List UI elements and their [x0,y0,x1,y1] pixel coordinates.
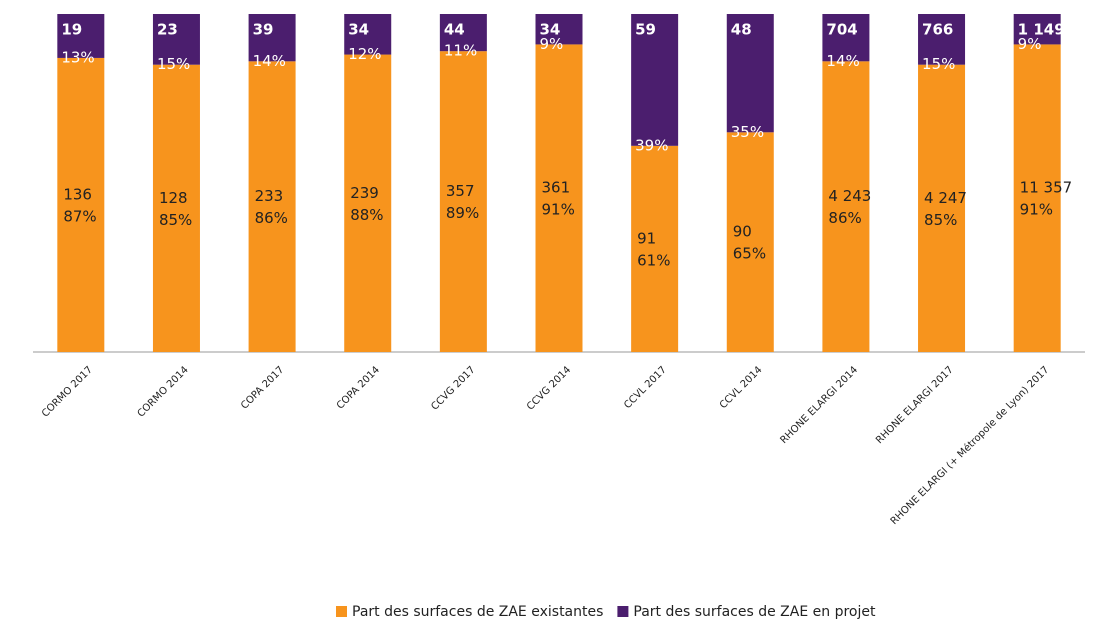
legend-label: Part des surfaces de ZAE existantes [352,604,603,620]
value-label: 85% [159,211,192,229]
bar-segment [822,14,870,62]
value-label: 15% [922,55,955,73]
bar-segment [248,61,296,352]
bar-segment [726,132,774,352]
bar-segment [152,14,200,65]
x-tick-label: COPA 2014 [335,364,382,411]
bar-segment [57,57,105,352]
count-label: 704 [826,21,857,39]
value-label: 86% [828,209,861,227]
count-label: 34 [540,21,561,39]
legend-swatch [336,606,347,617]
bar-segment [248,14,296,62]
value-label: 91% [542,201,575,219]
x-tick-label: CCVG 2017 [429,364,477,412]
value-label: 35% [731,123,764,141]
count-label: 23 [157,21,178,39]
bar-segment [439,51,487,353]
count-label: 233 [255,187,284,205]
bar-segment [822,61,870,352]
count-label: 128 [159,189,188,207]
value-label: 9% [540,35,564,53]
count-label: 136 [63,185,92,203]
x-tick-label: CCVL 2014 [718,364,765,411]
value-label: 13% [61,48,94,66]
value-label: 61% [637,251,670,269]
count-label: 4 247 [924,189,967,207]
x-tick-label: COPA 2017 [239,364,286,411]
count-label: 39 [253,21,274,39]
x-tick-label: RHONE ELARGI (+ Métropole de Lyon) 2017 [888,364,1051,527]
count-label: 361 [542,179,571,197]
value-label: 9% [1018,35,1042,53]
value-label: 85% [924,211,957,229]
x-tick-label: CCVL 2017 [622,364,669,411]
count-label: 357 [446,182,475,200]
value-label: 12% [348,45,381,63]
count-label: 91 [637,229,656,247]
count-label: 34 [348,21,369,39]
count-label: 44 [444,21,465,39]
count-label: 90 [733,223,752,241]
value-label: 89% [446,204,479,222]
x-tick-label: CCVG 2014 [525,364,573,412]
value-label: 39% [635,136,668,154]
bar-segment [726,14,774,133]
count-label: 1 149 [1018,21,1065,39]
x-tick-label: CORMO 2014 [136,364,191,419]
value-label: 88% [350,206,383,224]
count-label: 19 [61,21,82,39]
bar-segment [344,14,392,55]
count-label: 4 243 [828,187,871,205]
bar-segment [535,14,583,45]
bar-segment [631,145,679,352]
bar-segment [631,14,679,146]
count-label: 766 [922,21,953,39]
count-label: 11 357 [1020,179,1073,197]
bar-segment [535,44,583,353]
value-label: 14% [826,52,859,70]
count-label: 48 [731,21,752,39]
bar-segment [918,14,966,65]
legend-label: Part des surfaces de ZAE en projet [633,604,876,620]
value-label: 86% [255,209,288,227]
value-label: 65% [733,245,766,263]
value-label: 91% [1020,201,1053,219]
x-tick-label: RHONE ELARGI 2017 [874,364,956,446]
bar-segment [152,64,200,352]
x-tick-label: CORMO 2017 [40,364,95,419]
value-label: 87% [63,207,96,225]
bar-segment [439,14,487,52]
bar-segment [57,14,105,58]
bar-segment [1013,14,1061,45]
value-label: 15% [157,55,190,73]
legend-swatch [617,606,629,617]
bar-segment [344,54,392,353]
x-tick-label: RHONE ELARGI 2014 [778,364,860,446]
count-label: 239 [350,184,379,202]
value-label: 14% [253,52,286,70]
bar-segment [918,64,966,352]
value-label: 11% [444,42,477,60]
count-label: 59 [635,21,656,39]
bar-segment [1013,44,1061,353]
